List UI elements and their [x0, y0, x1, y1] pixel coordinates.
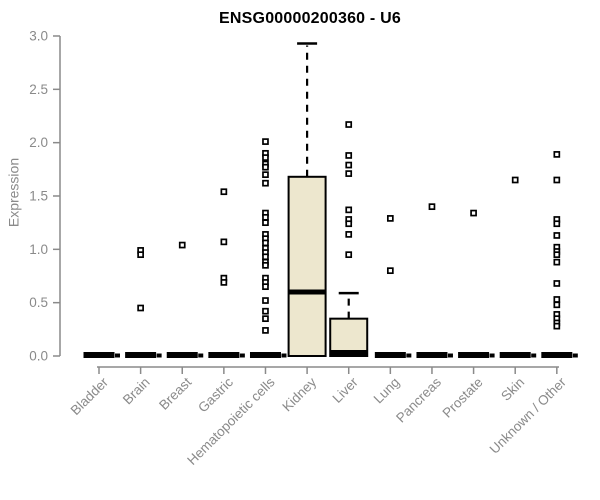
- x-tick-label-prostate: Prostate: [440, 375, 486, 421]
- zero-point-nub-lung: [406, 353, 412, 358]
- y-tick-label: 2.5: [29, 82, 48, 97]
- zero-point-nub-skin: [531, 353, 537, 358]
- outlier-point-hematopoietic-cells: [262, 138, 269, 145]
- outlier-point-hematopoietic-cells: [262, 315, 269, 323]
- outlier-point-gastric: [220, 279, 228, 286]
- outlier-point-hematopoietic-cells: [262, 307, 269, 315]
- outlier-point-hematopoietic-cells: [262, 219, 269, 227]
- outlier-point-skin: [511, 176, 519, 184]
- outlier-point-unknown-other: [553, 258, 561, 266]
- outlier-point-hematopoietic-cells: [262, 253, 269, 261]
- outlier-point-hematopoietic-cells: [262, 213, 269, 221]
- outlier-point-hematopoietic-cells: [262, 154, 269, 161]
- x-tick-label-kidney: Kidney: [279, 374, 319, 414]
- outlier-point-liver: [345, 152, 353, 159]
- y-tick-label: 0.5: [29, 295, 48, 310]
- outlier-point-unknown-other: [553, 151, 561, 158]
- outlier-point-hematopoietic-cells: [262, 239, 269, 247]
- outlier-point-liver: [345, 206, 353, 214]
- chart-title: ENSG00000200360 - U6: [219, 10, 401, 27]
- outlier-point-hematopoietic-cells: [262, 179, 269, 187]
- zero-box-prostate: [458, 352, 490, 358]
- outlier-point-liver: [345, 251, 353, 259]
- outlier-point-hematopoietic-cells: [262, 327, 269, 334]
- zero-box-hematopoietic-cells: [249, 352, 281, 358]
- outlier-point-hematopoietic-cells: [262, 283, 269, 291]
- zero-point-nub-gastric: [239, 353, 245, 358]
- zero-point-nub-bladder: [115, 353, 120, 358]
- zero-point-nub-unknown-other: [572, 353, 578, 358]
- outlier-point-lung: [386, 267, 394, 275]
- x-tick-label-breast: Breast: [156, 374, 194, 412]
- outlier-point-liver: [345, 170, 353, 177]
- x-tick-label-lung: Lung: [371, 375, 403, 407]
- box-liver: [329, 317, 369, 357]
- outlier-point-unknown-other: [553, 296, 561, 303]
- outlier-point-unknown-other: [553, 322, 561, 330]
- zero-box-pancreas: [416, 352, 448, 358]
- zero-point-nub-breast: [198, 353, 204, 358]
- zero-box-breast: [166, 352, 198, 358]
- zero-box-lung: [374, 352, 406, 358]
- outlier-point-liver: [345, 220, 353, 228]
- zero-point-nub-hematopoietic-cells: [281, 353, 287, 358]
- zero-box-gastric: [208, 352, 240, 358]
- x-tick-label-gastric: Gastric: [195, 374, 236, 415]
- box-kidney: [287, 175, 327, 357]
- outlier-point-liver: [345, 121, 353, 128]
- outlier-point-gastric: [220, 188, 228, 196]
- outlier-point-unknown-other: [553, 251, 561, 259]
- outlier-point-unknown-other: [553, 176, 561, 184]
- outlier-point-liver: [345, 161, 353, 169]
- outlier-point-pancreas: [428, 203, 436, 211]
- x-tick-label-pancreas: Pancreas: [393, 374, 444, 425]
- outlier-point-brain: [137, 304, 144, 312]
- x-tick-label-liver: Liver: [330, 374, 362, 406]
- outlier-point-unknown-other: [553, 220, 561, 228]
- outlier-point-lung: [386, 215, 394, 222]
- x-tick-label-skin: Skin: [498, 375, 527, 404]
- zero-box-brain: [125, 352, 157, 358]
- zero-point-nub-pancreas: [447, 353, 453, 358]
- outlier-point-brain: [137, 251, 144, 259]
- outlier-point-liver: [345, 231, 353, 238]
- y-tick-label: 3.0: [29, 28, 48, 43]
- y-tick-label: 1.5: [29, 188, 48, 203]
- zero-box-skin: [499, 352, 531, 358]
- outlier-point-hematopoietic-cells: [262, 171, 269, 179]
- zero-box-bladder: [83, 352, 115, 358]
- y-tick-label: 1.0: [29, 242, 48, 257]
- outlier-point-gastric: [220, 238, 228, 246]
- zero-point-nub-brain: [156, 353, 162, 358]
- outlier-point-unknown-other: [553, 301, 561, 309]
- outlier-point-hematopoietic-cells: [262, 261, 269, 269]
- outlier-point-hematopoietic-cells: [262, 297, 269, 304]
- outlier-point-prostate: [470, 209, 477, 217]
- zero-box-unknown-other: [541, 352, 573, 358]
- outlier-point-hematopoietic-cells: [262, 163, 269, 171]
- outlier-point-unknown-other: [553, 280, 561, 287]
- y-tick-label: 2.0: [29, 135, 48, 150]
- x-tick-label-unknown-other: Unknown / Other: [487, 374, 570, 457]
- outlier-point-unknown-other: [553, 232, 561, 239]
- y-tick-label: 0.0: [29, 349, 48, 364]
- zero-point-nub-prostate: [489, 353, 495, 358]
- x-tick-label-brain: Brain: [120, 375, 153, 408]
- x-tick-label-bladder: Bladder: [68, 374, 112, 418]
- outlier-point-breast: [178, 241, 186, 249]
